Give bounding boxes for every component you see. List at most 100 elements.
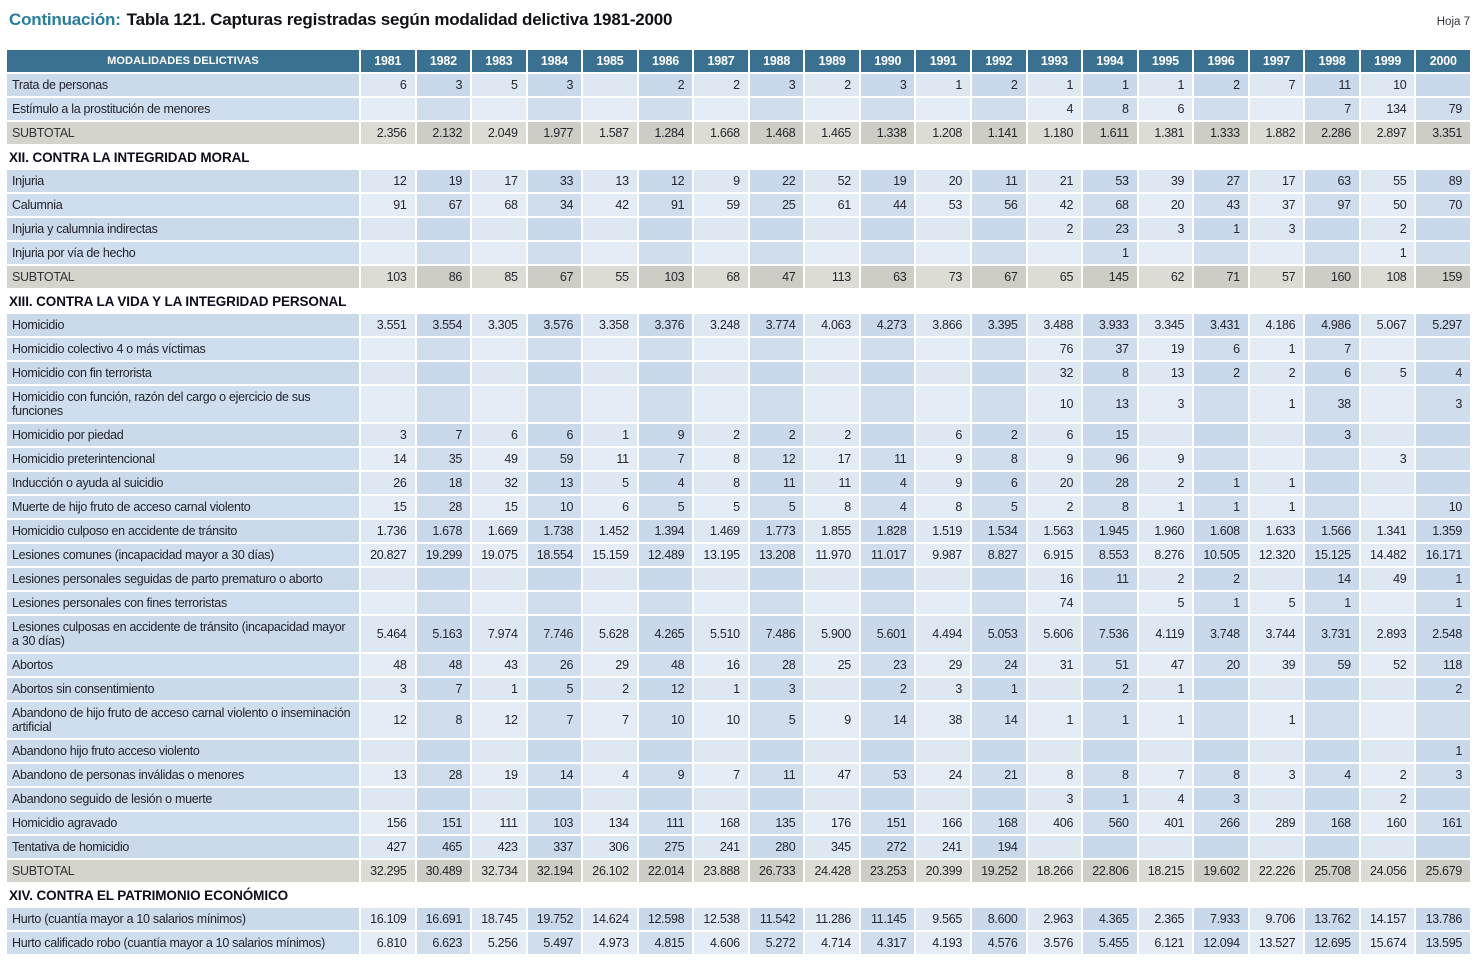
value-cell xyxy=(1359,423,1417,448)
value-cell xyxy=(471,591,528,616)
value-cell: 7 xyxy=(637,447,695,472)
value-cell: 11 xyxy=(1304,73,1361,98)
value-cell: 8.553 xyxy=(1082,543,1139,568)
value-cell: 25.708 xyxy=(1304,859,1361,884)
value-cell: 108 xyxy=(1359,265,1417,290)
value-cell xyxy=(1082,591,1139,616)
value-cell: 1.587 xyxy=(582,121,639,146)
value-cell xyxy=(693,217,750,242)
value-cell: 65 xyxy=(1026,265,1084,290)
value-cell: 3.744 xyxy=(1248,615,1306,654)
value-cell xyxy=(748,361,806,386)
value-cell xyxy=(804,591,861,616)
value-cell: 3.376 xyxy=(637,313,695,338)
value-cell: 10 xyxy=(1415,495,1472,520)
value-cell: 26 xyxy=(526,653,584,678)
row-label: Muerte de hijo fruto de acceso carnal vi… xyxy=(7,495,361,520)
value-cell: 7 xyxy=(526,701,584,740)
value-cell: 5.497 xyxy=(526,931,584,956)
value-cell: 4 xyxy=(582,763,639,788)
value-cell: 8 xyxy=(804,495,861,520)
value-cell: 8 xyxy=(693,471,750,496)
value-cell: 3.358 xyxy=(582,313,639,338)
value-cell: 48 xyxy=(360,653,417,678)
value-cell: 8 xyxy=(1082,97,1139,122)
value-cell: 1.180 xyxy=(1026,121,1084,146)
value-cell: 8 xyxy=(1193,763,1250,788)
value-cell: 14 xyxy=(526,763,584,788)
value-cell: 71 xyxy=(1193,265,1250,290)
value-cell: 2 xyxy=(1193,361,1250,386)
value-cell: 1 xyxy=(1137,73,1195,98)
value-cell xyxy=(1359,495,1417,520)
value-cell: 14.624 xyxy=(582,907,639,932)
value-cell: 12.695 xyxy=(1304,931,1361,956)
value-cell xyxy=(1026,241,1084,266)
value-cell xyxy=(804,361,861,386)
value-cell: 20.399 xyxy=(915,859,973,884)
value-cell: 1.465 xyxy=(804,121,861,146)
value-cell: 241 xyxy=(915,835,973,860)
value-cell: 9.706 xyxy=(1248,907,1306,932)
value-cell: 11.542 xyxy=(748,907,806,932)
value-cell xyxy=(1415,447,1472,472)
section-row: XIV. CONTRA EL PATRIMONIO ECONÓMICO xyxy=(7,883,1472,908)
table-row: Abortos 48 48 43 26 29 48 16 28 25 23 29 24 31 51 47 20 3… xyxy=(7,653,1472,678)
value-cell: 3.554 xyxy=(415,313,473,338)
row-label: Hurto calificado robo (cuantía mayor a 1… xyxy=(7,931,361,956)
value-cell xyxy=(1137,835,1195,860)
value-cell: 7.746 xyxy=(526,615,584,654)
value-cell: 4.494 xyxy=(915,615,973,654)
value-cell: 11 xyxy=(859,447,917,472)
value-cell: 103 xyxy=(360,265,417,290)
value-cell: 5.256 xyxy=(471,931,528,956)
value-cell: 97 xyxy=(1304,193,1361,218)
value-cell xyxy=(360,337,417,362)
value-cell: 13 xyxy=(1137,361,1195,386)
value-cell: 1 xyxy=(1248,385,1306,424)
value-cell: 19 xyxy=(859,169,917,194)
value-cell: 3.351 xyxy=(1415,121,1472,146)
value-cell: 31 xyxy=(1026,653,1084,678)
value-cell xyxy=(859,423,917,448)
value-cell: 19 xyxy=(1137,337,1195,362)
row-label: Hurto (cuantía mayor a 10 salarios mínim… xyxy=(7,907,361,932)
year-header: 2000 xyxy=(1415,50,1472,74)
value-cell: 2 xyxy=(1248,361,1306,386)
value-cell: 19.075 xyxy=(471,543,528,568)
value-cell: 1 xyxy=(1082,241,1139,266)
value-cell: 19 xyxy=(471,763,528,788)
value-cell: 20.827 xyxy=(360,543,417,568)
value-cell xyxy=(915,337,973,362)
value-cell: 18 xyxy=(415,471,473,496)
value-cell: 73 xyxy=(915,265,973,290)
value-cell: 2 xyxy=(693,423,750,448)
value-cell: 9.565 xyxy=(915,907,973,932)
value-cell xyxy=(637,567,695,592)
value-cell xyxy=(971,567,1028,592)
value-cell: 19.252 xyxy=(971,859,1028,884)
value-cell: 63 xyxy=(859,265,917,290)
section-label: XIV. CONTRA EL PATRIMONIO ECONÓMICO xyxy=(7,883,1472,908)
value-cell: 1 xyxy=(1193,495,1250,520)
value-cell: 8.276 xyxy=(1137,543,1195,568)
value-cell: 67 xyxy=(415,193,473,218)
value-cell xyxy=(1193,385,1250,424)
table-row: Homicidio agravado 156 151 111 103 134 111 168 1… xyxy=(7,811,1472,836)
value-cell: 11.145 xyxy=(859,907,917,932)
value-cell: 1.855 xyxy=(804,519,861,544)
value-cell xyxy=(1137,241,1195,266)
value-cell: 12 xyxy=(360,169,417,194)
value-cell: 7 xyxy=(582,701,639,740)
value-cell: 6 xyxy=(915,423,973,448)
value-cell xyxy=(804,217,861,242)
value-cell: 23.888 xyxy=(693,859,750,884)
value-cell: 306 xyxy=(582,835,639,860)
value-cell: 1.668 xyxy=(693,121,750,146)
value-cell xyxy=(915,97,973,122)
year-header: 1987 xyxy=(693,50,750,74)
value-cell: 39 xyxy=(1137,169,1195,194)
value-cell: 111 xyxy=(637,811,695,836)
value-cell: 1.828 xyxy=(859,519,917,544)
value-cell xyxy=(971,385,1028,424)
